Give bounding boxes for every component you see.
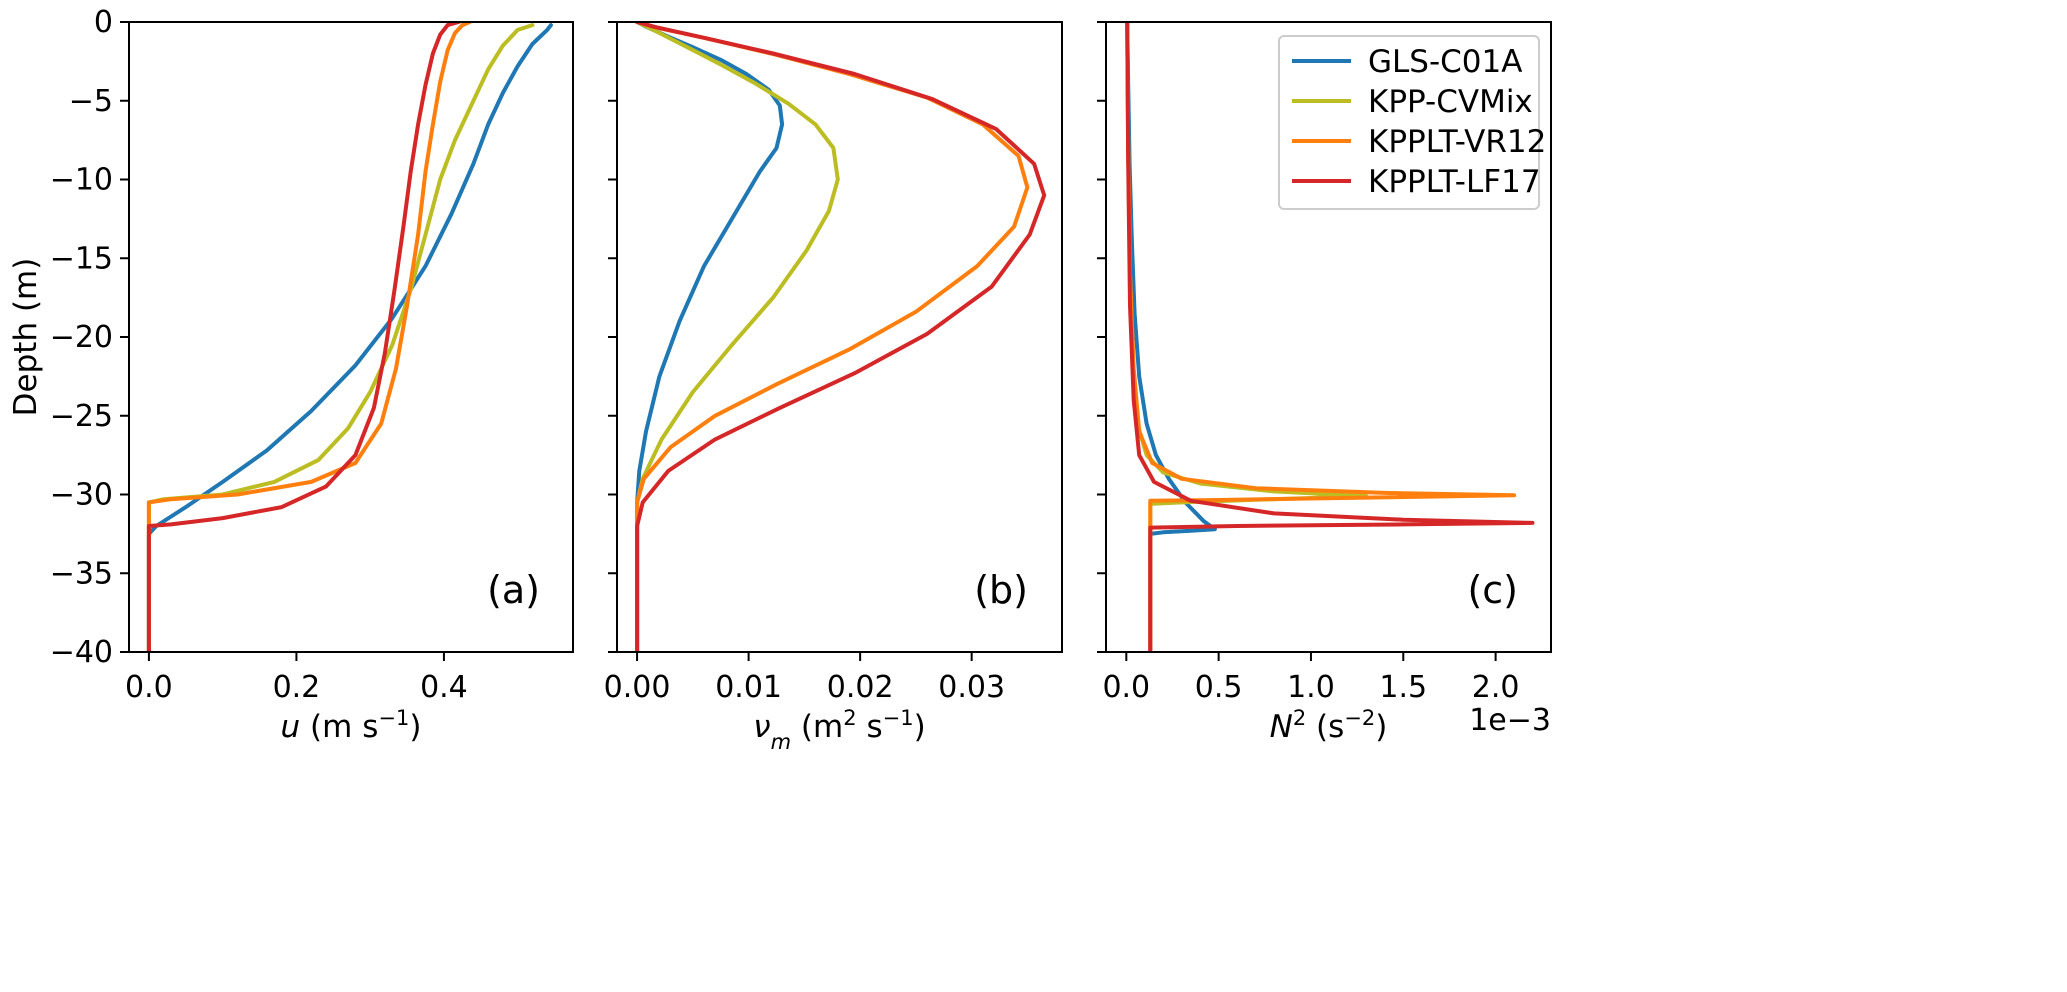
y-axis-label: Depth (m) bbox=[8, 258, 44, 417]
x-tick-label: 0.02 bbox=[827, 670, 894, 705]
panel-a: 0 −5 −10 −15 −20 −25 −30 −35 −40 0.0 0.2 0.4u (m s−… bbox=[50, 5, 574, 745]
y-tick-label: −25 bbox=[50, 399, 113, 434]
x-tick-label: 0.4 bbox=[420, 670, 468, 705]
panel-b: 0.00 0.01 0.02 0.03 νm (m2 s−1) (b) bbox=[604, 21, 1063, 754]
series-line-kpplt-lf17 bbox=[635, 22, 1047, 652]
x-tick-label: 0.01 bbox=[715, 670, 782, 705]
x-tick-label: 1.0 bbox=[1287, 670, 1335, 705]
y-tick-label: −35 bbox=[50, 556, 113, 591]
series-lines bbox=[1125, 22, 1535, 652]
x-tick-label: 0.0 bbox=[125, 670, 173, 705]
series-line-kpp-cvmix bbox=[635, 22, 840, 652]
x-tick-label: 0.2 bbox=[273, 670, 321, 705]
x-tick-label: 0.0 bbox=[1102, 670, 1150, 705]
x-tick-label: 1.5 bbox=[1379, 670, 1427, 705]
panel-tag: (c) bbox=[1467, 568, 1518, 612]
x-axis-label: u (m s−1) bbox=[281, 706, 422, 745]
legend-label: KPP-CVMix bbox=[1368, 84, 1533, 120]
y-tick-label: −20 bbox=[50, 320, 113, 355]
x-axis-label: νm (m2 s−1) bbox=[753, 706, 925, 754]
legend-label: KPPLT-LF17 bbox=[1368, 164, 1541, 200]
y-tick-label: −15 bbox=[50, 241, 113, 276]
plot-frame bbox=[616, 21, 1063, 653]
x-axis-label: N2 (s−2) bbox=[1270, 706, 1388, 745]
series-lines bbox=[146, 22, 553, 652]
series-line-kpplt-lf17 bbox=[146, 22, 461, 652]
x-tick-label: 0.00 bbox=[604, 670, 671, 705]
legend: GLS-C01A KPP-CVMix KPPLT-VR12 KPPLT-LF17 bbox=[1278, 35, 1546, 210]
series-line-kpplt-vr12 bbox=[146, 22, 472, 652]
panel-tag: (b) bbox=[974, 568, 1028, 612]
series-line-gls-c01a bbox=[635, 22, 785, 652]
y-tick-label: −10 bbox=[50, 163, 113, 198]
series-line-kpp-cvmix bbox=[146, 23, 535, 652]
x-tick-label: 0.03 bbox=[938, 670, 1005, 705]
panel-c: 0.0 0.5 1.0 1.5 2.0 N2 (s−2) (c) 1e−3 bbox=[1097, 21, 1552, 745]
y-tick-label: −40 bbox=[50, 635, 113, 670]
x-offset-text: 1e−3 bbox=[1469, 703, 1551, 738]
series-lines bbox=[635, 22, 1047, 652]
panel-tag: (a) bbox=[487, 568, 540, 612]
series-line-kpplt-lf17 bbox=[1125, 22, 1535, 652]
legend-label: KPPLT-VR12 bbox=[1368, 124, 1546, 160]
series-line-gls-c01a bbox=[1125, 22, 1217, 652]
y-tick-label: −5 bbox=[69, 84, 113, 119]
x-tick-label: 0.5 bbox=[1195, 670, 1243, 705]
y-tick-label: −30 bbox=[50, 478, 113, 513]
legend-label: GLS-C01A bbox=[1368, 44, 1522, 80]
plot-frame bbox=[128, 21, 574, 653]
legend-frame bbox=[1278, 35, 1540, 210]
x-tick-label: 2.0 bbox=[1472, 670, 1520, 705]
panels: 0 −5 −10 −15 −20 −25 −30 −35 −40 0.0 0.2 0.4u (m s−… bbox=[8, 5, 1552, 754]
series-line-gls-c01a bbox=[146, 23, 553, 652]
y-tick-label: 0 bbox=[94, 5, 113, 40]
